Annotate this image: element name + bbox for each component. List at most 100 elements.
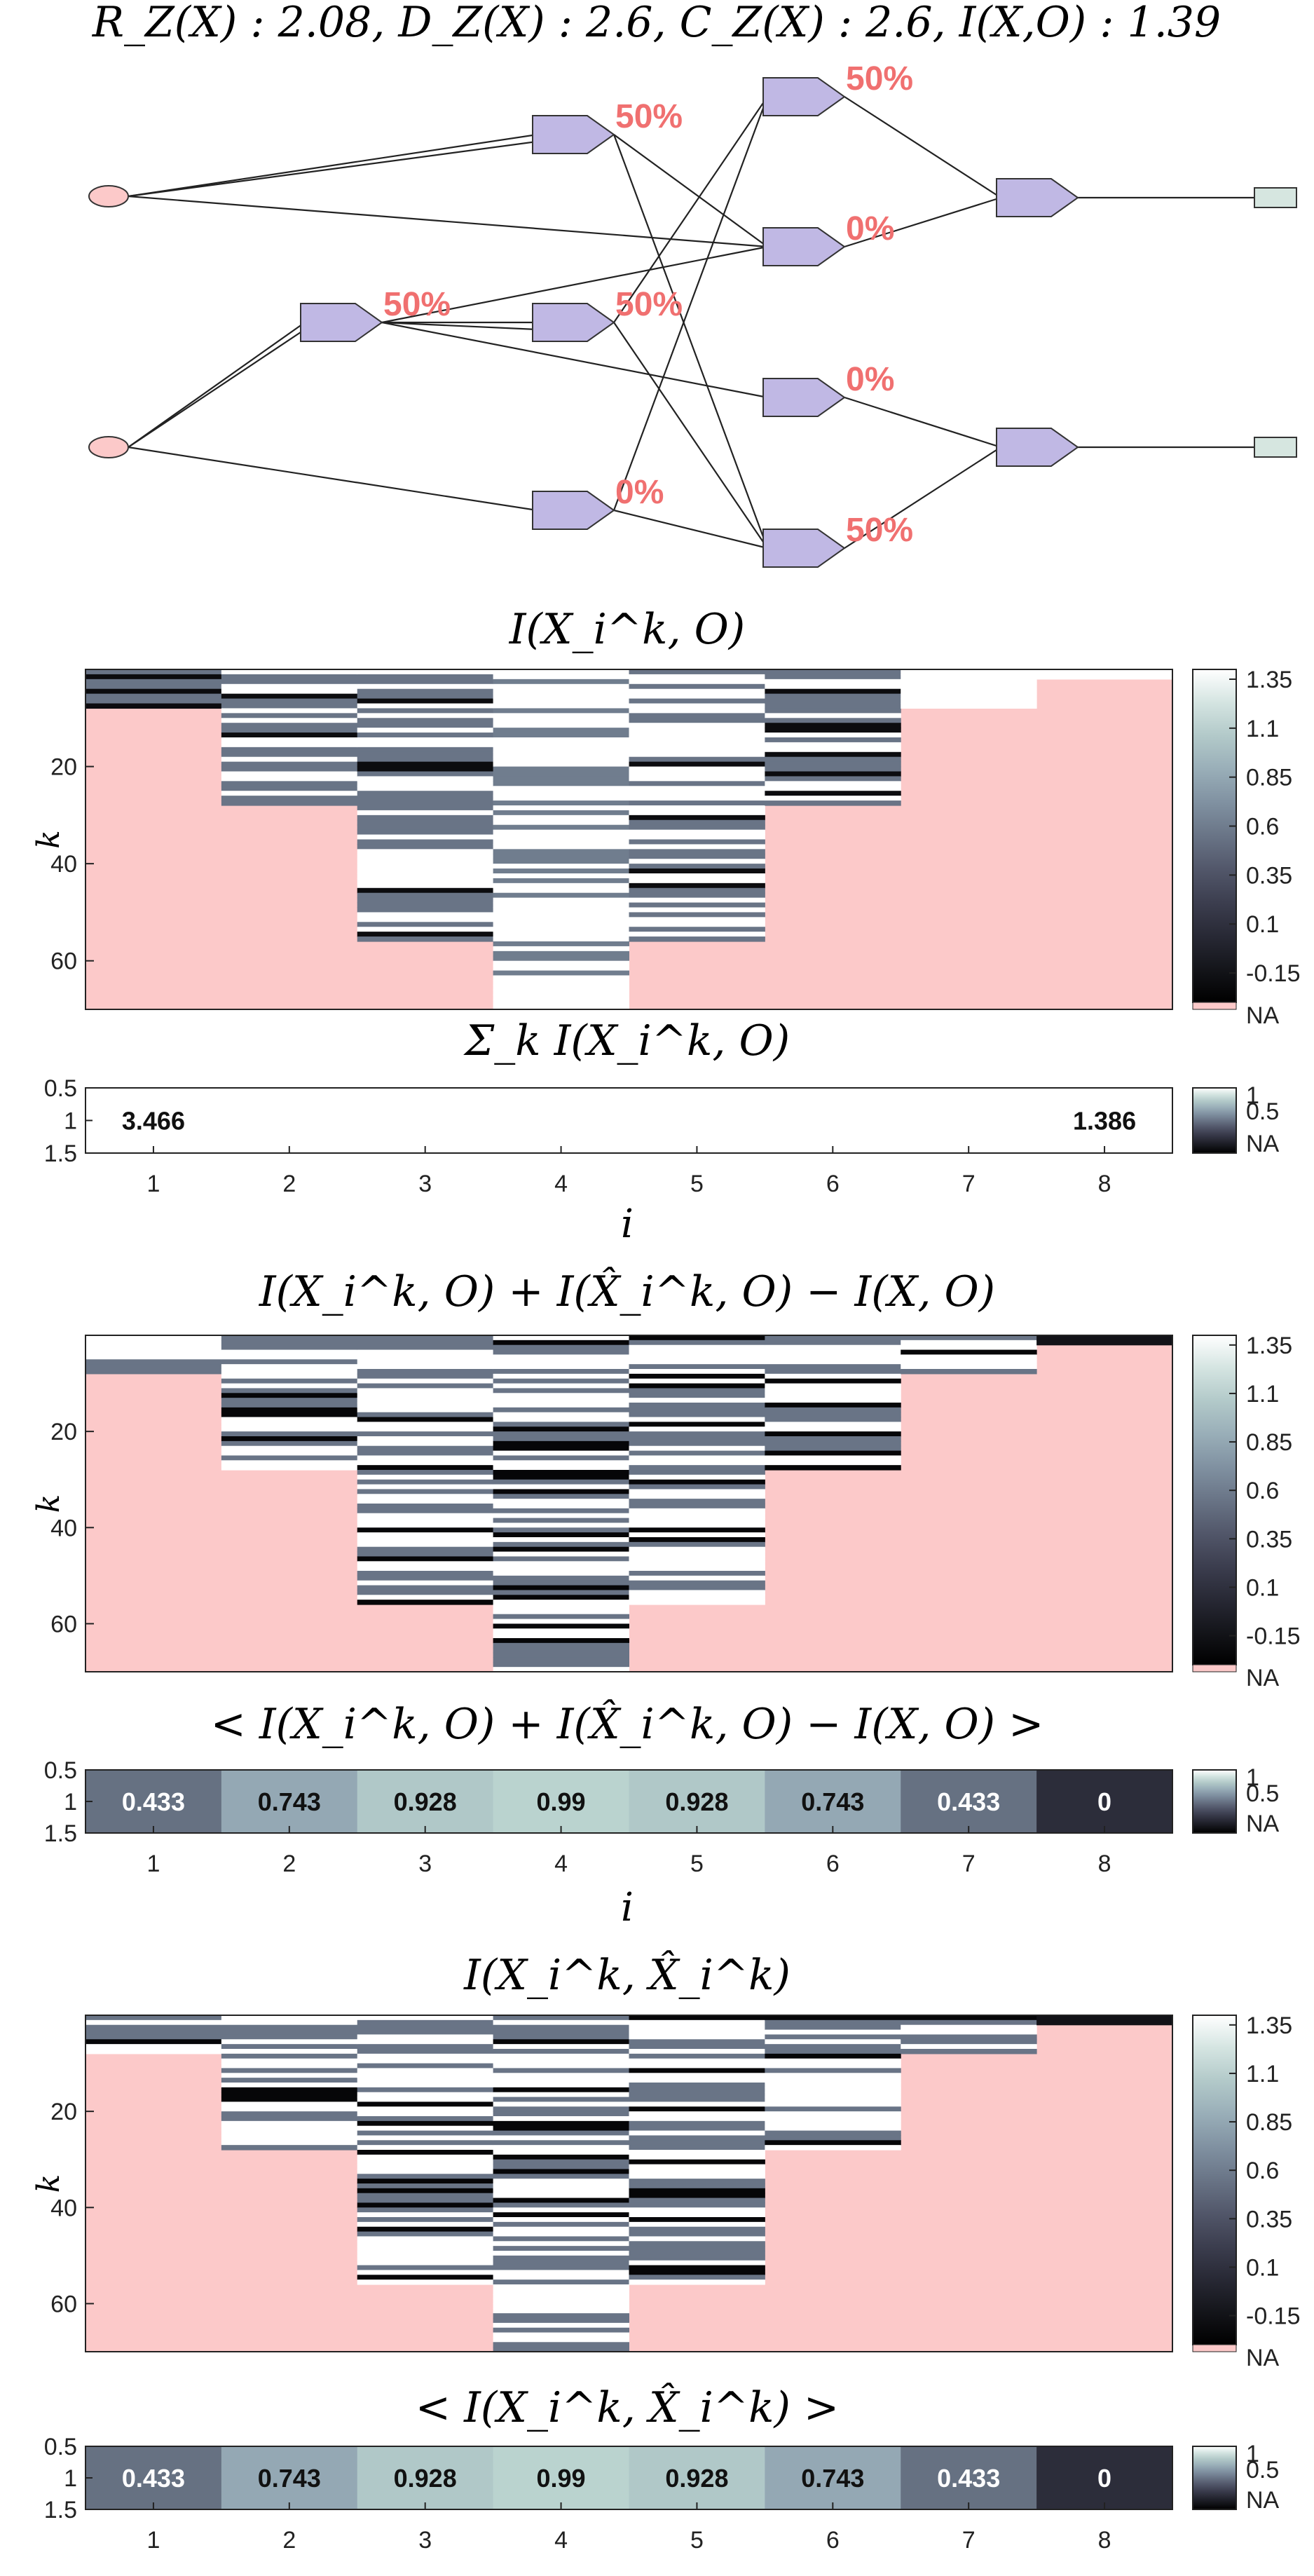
- heatmap-cell: [493, 897, 629, 904]
- heatmap-cell: [221, 1455, 358, 1461]
- heatmap-cell: [765, 2068, 901, 2073]
- heatmap-cell: [493, 849, 629, 854]
- heatmap-cell: [357, 902, 494, 908]
- heatmap-cell: [493, 786, 629, 791]
- heatmap-cell: [357, 2083, 494, 2088]
- heatmap-cell: [629, 1527, 765, 1533]
- heatmap-cell: [221, 761, 358, 768]
- heatmap-cell: [629, 2135, 765, 2141]
- heatmap-cell: [629, 2221, 765, 2228]
- gate-percent-label: 50%: [383, 286, 451, 323]
- heatmap-cell: [221, 1378, 358, 1384]
- heatmap-cell: [629, 2150, 765, 2155]
- strip-cell: [1036, 2446, 1173, 2509]
- heatmap-cell: [221, 2087, 358, 2093]
- x-tick-label: 2: [282, 2527, 296, 2554]
- heatmap-cell: [765, 2097, 901, 2103]
- heatmap-cell: [85, 1344, 222, 1351]
- heatmap-cell: [629, 2063, 765, 2069]
- heatmap-cell: [357, 829, 494, 836]
- heatmap-cell: [629, 1479, 765, 1485]
- heatmap-cell: [765, 796, 901, 801]
- heatmap-cell: [493, 2303, 629, 2309]
- heatmap-cell: [221, 751, 358, 758]
- strip-cell-value: 0.928: [665, 1787, 728, 1816]
- heatmap-cell: [629, 2097, 765, 2103]
- heatmap-cell: [221, 1436, 358, 1442]
- heatmap-cell: [357, 882, 494, 889]
- heatmap-cell: [493, 2284, 629, 2290]
- heatmap-cell: [901, 1340, 1037, 1346]
- heatmap-cell: [493, 2145, 629, 2151]
- heatmap-cell: [629, 927, 765, 932]
- heatmap-cell: [493, 873, 629, 879]
- heatmap-cell: [629, 1561, 765, 1567]
- y-tick-label: 60: [50, 1611, 77, 1637]
- gate-percent-label: 50%: [846, 60, 913, 97]
- heatmap-cell: [221, 796, 358, 801]
- heatmap-cell: [493, 747, 629, 753]
- gate-node: [532, 491, 615, 530]
- heatmap-cell: [629, 674, 765, 680]
- heatmap-cell: [357, 922, 494, 927]
- heatmap-cell: [221, 1403, 358, 1408]
- diagram-edge: [844, 396, 1001, 449]
- x-tick-label: 5: [690, 1851, 704, 1877]
- heatmap-cell: [357, 878, 494, 884]
- heatmap-cell: [765, 2092, 901, 2098]
- heatmap-column: [221, 2015, 358, 2151]
- heatmap-cell: [629, 2078, 765, 2083]
- x-tick-label: 5: [690, 1171, 704, 1197]
- y-tick-label: 60: [50, 2291, 77, 2317]
- heatmap-cell: [765, 1440, 901, 1447]
- heatmap-cell: [493, 751, 629, 758]
- heatmap-cell: [765, 771, 901, 777]
- colorbar-tick-label: 0.1: [1246, 911, 1279, 938]
- heatmap-cell: [221, 2053, 358, 2059]
- heatmap-cell: [629, 1541, 765, 1548]
- heatmap-cell: [493, 693, 629, 700]
- heatmap-cell: [493, 728, 629, 733]
- heatmap-cell: [221, 2140, 358, 2146]
- heatmap-cell: [629, 1436, 765, 1442]
- heatmap-cell: [493, 2275, 629, 2280]
- heatmap-cell: [629, 2260, 765, 2266]
- heatmap-cell: [901, 2015, 1037, 2021]
- heatmap-cell: [221, 713, 358, 718]
- diagram-edge: [128, 195, 768, 248]
- heatmap-cell: [765, 1412, 901, 1418]
- heatmap-cell: [357, 723, 494, 728]
- heatmap-cell: [493, 2135, 629, 2141]
- strip-cell-value: 0.99: [537, 2464, 586, 2493]
- heatmap-cell: [765, 2063, 901, 2069]
- heatmap-cell: [493, 796, 629, 801]
- heatmap-cell: [221, 2019, 358, 2026]
- heatmap-cell: [765, 1450, 901, 1457]
- heatmap-cell: [221, 800, 358, 806]
- heatmap-cell: [629, 679, 765, 685]
- heatmap-cell: [221, 2083, 358, 2088]
- heatmap-cell: [357, 2125, 494, 2132]
- diagram-edge: [613, 509, 768, 550]
- heatmap-cell: [629, 1378, 765, 1384]
- heatmap-cell: [629, 2024, 765, 2031]
- heatmap-cell: [357, 1364, 494, 1370]
- heatmap-cell: [357, 1344, 494, 1351]
- heatmap-cell: [85, 683, 222, 690]
- heatmap-cell: [221, 2130, 358, 2137]
- heatmap-column: [85, 1335, 222, 1375]
- heatmap-column: [221, 1335, 358, 1471]
- heatmap-cell: [765, 1398, 901, 1403]
- colorbar-tick-label: 1.35: [1246, 667, 1292, 693]
- heatmap-cell: [493, 932, 629, 937]
- heatmap-cell: [493, 864, 629, 869]
- heatmap-cell: [901, 674, 1037, 680]
- heatmap-cell: [493, 2246, 629, 2251]
- heatmap-cell: [901, 688, 1037, 695]
- heatmap-cell: [629, 2068, 765, 2073]
- heatmap-cell: [357, 1556, 494, 1562]
- heatmap-column: [629, 2015, 765, 2285]
- heatmap-cell: [493, 2270, 629, 2275]
- strip-cell: [629, 1770, 765, 1833]
- heatmap-cell: [493, 2150, 629, 2155]
